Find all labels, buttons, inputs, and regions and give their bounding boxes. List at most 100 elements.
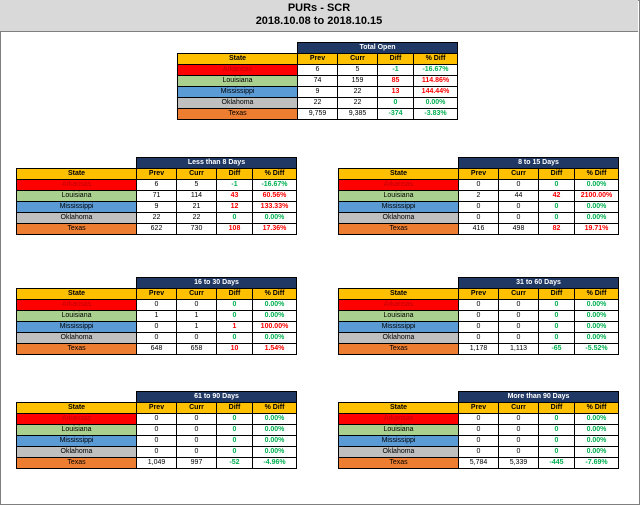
col-header-state: State	[338, 168, 459, 180]
pct-diff-cell: 0.00%	[413, 97, 458, 109]
table-row: Arkansas 0 0 0 0.00%	[338, 179, 619, 191]
curr-cell: 114	[176, 190, 217, 202]
table-row: Texas 1,049 997 -52 -4.96%	[16, 457, 297, 469]
diff-cell: 13	[377, 86, 414, 98]
pct-diff-cell: 0.00%	[574, 310, 619, 322]
diff-cell: 0	[216, 446, 253, 458]
state-cell: Oklahoma	[16, 332, 137, 344]
col-header-pct: % Diff	[252, 288, 297, 300]
pct-diff-cell: 133.33%	[252, 201, 297, 213]
state-cell: Louisiana	[16, 310, 137, 322]
curr-cell: 0	[176, 424, 217, 436]
table-title: 61 to 90 Days	[136, 391, 297, 403]
curr-cell: 0	[498, 310, 539, 322]
table-title: 8 to 15 Days	[458, 157, 619, 169]
pct-diff-cell: 0.00%	[574, 332, 619, 344]
table-title: More than 90 Days	[458, 391, 619, 403]
curr-cell: 9,385	[337, 108, 378, 120]
table-row: Mississippi 9 21 12 133.33%	[16, 201, 297, 213]
table-total-open: Total Open State Prev Curr Diff% Diff Arkansa…	[177, 42, 458, 120]
col-header-curr: Curr	[176, 402, 217, 414]
curr-cell: 0	[498, 435, 539, 447]
curr-cell: 0	[176, 299, 217, 311]
data-table: More than 90 Days State Prev Curr Diff% Diff…	[338, 391, 619, 469]
data-table: Total Open State Prev Curr Diff% Diff Arkansa…	[177, 42, 458, 120]
table-title-row: 8 to 15 Days	[339, 157, 619, 169]
diff-cell: 0	[216, 310, 253, 322]
col-header-prev: Prev	[458, 288, 499, 300]
table-row: Oklahoma 0 0 0 0.00%	[338, 212, 619, 224]
prev-cell: 0	[458, 332, 499, 344]
curr-cell: 0	[176, 332, 217, 344]
table-row: Louisiana 0 0 0 0.00%	[338, 424, 619, 436]
table-31-to-60-days: 31 to 60 Days State Prev Curr Diff% Diff Arka…	[338, 277, 619, 355]
pct-diff-cell: 100.00%	[252, 321, 297, 333]
state-cell: Texas	[338, 223, 459, 235]
col-header-prev: Prev	[297, 53, 338, 65]
col-header-state: State	[16, 168, 137, 180]
curr-cell: 0	[176, 446, 217, 458]
table-header-row: State Prev Curr Diff% Diff	[338, 168, 619, 180]
pct-diff-cell: 0.00%	[252, 299, 297, 311]
col-header-state: State	[338, 402, 459, 414]
diff-cell: 42	[538, 190, 575, 202]
state-cell: Oklahoma	[16, 446, 137, 458]
curr-cell: 5	[337, 64, 378, 76]
pct-diff-cell: 1.54%	[252, 343, 297, 355]
pct-diff-cell: -4.96%	[252, 457, 297, 469]
prev-cell: 0	[136, 446, 177, 458]
curr-cell: 1	[176, 321, 217, 333]
pct-diff-cell: 0.00%	[252, 435, 297, 447]
table-title-row: Total Open	[178, 42, 458, 54]
diff-cell: 0	[538, 424, 575, 436]
table-row: Louisiana 1 1 0 0.00%	[16, 310, 297, 322]
diff-cell: -445	[538, 457, 575, 469]
diff-cell: 10	[216, 343, 253, 355]
state-cell: Arkansas	[16, 299, 137, 311]
curr-cell: 1	[176, 310, 217, 322]
diff-cell: 0	[216, 435, 253, 447]
col-header-curr: Curr	[176, 168, 217, 180]
prev-cell: 0	[458, 201, 499, 213]
state-cell: Texas	[16, 457, 137, 469]
table-row: Arkansas 0 0 0 0.00%	[338, 299, 619, 311]
col-header-diff: Diff	[216, 168, 253, 180]
table-row: Oklahoma 0 0 0 0.00%	[16, 446, 297, 458]
diff-cell: 0	[538, 201, 575, 213]
blank-cell	[178, 43, 298, 54]
diff-cell: -1	[377, 64, 414, 76]
report-title: PURs - SCR	[287, 2, 351, 14]
col-header-pct: % Diff	[413, 53, 458, 65]
col-header-diff: Diff	[538, 402, 575, 414]
table-row: Arkansas 6 5 -1 -16.67%	[177, 64, 458, 76]
table-row: Mississippi 0 0 0 0.00%	[338, 201, 619, 213]
data-table: 16 to 30 Days State Prev Curr Diff% Diff Arka…	[16, 277, 297, 355]
diff-cell: 0	[538, 446, 575, 458]
pct-diff-cell: 2100.00%	[574, 190, 619, 202]
pct-diff-cell: 114.86%	[413, 75, 458, 87]
col-header-prev: Prev	[136, 402, 177, 414]
curr-cell: 0	[176, 413, 217, 425]
curr-cell: 0	[498, 332, 539, 344]
pct-diff-cell: -16.67%	[252, 179, 297, 191]
prev-cell: 0	[458, 435, 499, 447]
prev-cell: 0	[458, 321, 499, 333]
col-header-diff: Diff	[538, 168, 575, 180]
col-header-state: State	[338, 288, 459, 300]
prev-cell: 74	[297, 75, 338, 87]
col-header-diff: Diff	[538, 288, 575, 300]
table-row: Louisiana 0 0 0 0.00%	[338, 310, 619, 322]
prev-cell: 0	[458, 310, 499, 322]
state-cell: Oklahoma	[338, 332, 459, 344]
pct-diff-cell: 0.00%	[574, 179, 619, 191]
prev-cell: 1	[136, 310, 177, 322]
pct-diff-cell: 0.00%	[252, 446, 297, 458]
state-cell: Louisiana	[16, 424, 137, 436]
table-row: Oklahoma 22 22 0 0.00%	[16, 212, 297, 224]
curr-cell: 498	[498, 223, 539, 235]
col-header-prev: Prev	[458, 402, 499, 414]
state-cell: Oklahoma	[177, 97, 298, 109]
table-title-row: 61 to 90 Days	[17, 391, 297, 403]
prev-cell: 0	[458, 424, 499, 436]
data-table: Less than 8 Days State Prev Curr Diff% Diff A…	[16, 157, 297, 235]
